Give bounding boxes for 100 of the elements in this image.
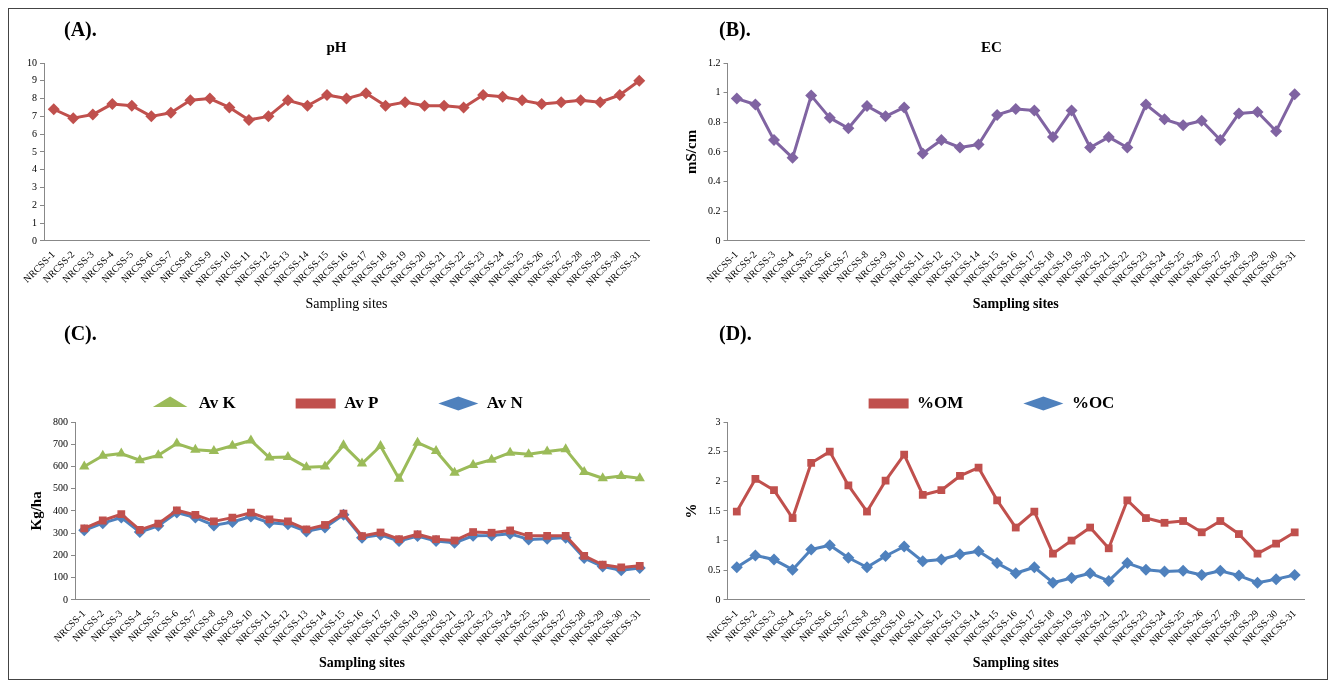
point [898,101,911,114]
point [172,506,181,515]
point [749,98,762,111]
text: (D). [719,322,752,346]
point [1290,528,1299,537]
y-tick-label: 7 [32,109,37,121]
text: (A). [64,18,97,42]
point [1235,530,1243,538]
point [1216,517,1225,525]
point [1011,523,1020,532]
point [469,528,477,536]
point [262,110,275,123]
y-tick-label: 0.5 [708,563,721,575]
y-tick-label: 1 [32,216,37,228]
point [523,448,534,458]
point [751,475,760,483]
point [555,96,568,109]
point [1251,576,1264,589]
point [430,444,442,454]
point [375,440,386,450]
point [991,108,1004,121]
point [281,94,294,107]
point [900,450,909,459]
point [1253,549,1262,558]
point [1288,568,1301,581]
y-tick-label: 100 [53,571,68,583]
point [67,112,80,125]
point [1158,113,1171,126]
legend-label: Av N [486,392,524,412]
point [767,553,780,566]
y-tick-label: 6 [32,127,37,139]
point [338,439,349,449]
point [449,466,460,476]
point [916,147,929,160]
point [340,92,353,105]
point [541,445,553,455]
y-tick-label: 9 [32,74,37,86]
point [953,548,966,561]
point [191,511,200,519]
point [956,472,964,480]
point [825,447,834,456]
point [823,539,836,552]
point [171,437,183,447]
point [935,134,948,147]
point [633,74,646,87]
point [227,439,238,449]
point [1104,544,1113,553]
point [1251,105,1264,118]
point [732,507,741,516]
point [1102,574,1115,587]
point [356,457,368,467]
point [918,491,927,499]
point [98,516,107,525]
x-axis-title: Sampling sites [972,655,1060,671]
y-tick-label: 300 [53,526,68,538]
point [1065,104,1078,117]
point [438,99,451,112]
point [506,526,515,535]
point [418,99,431,112]
point [598,560,607,569]
point [457,101,470,114]
point [321,521,329,529]
point [1195,114,1208,127]
y-tick-label: 4 [32,163,37,175]
point [767,134,780,147]
point [842,551,855,564]
text: (B). [719,18,751,42]
point [203,92,216,105]
legend-label: Av K [198,392,237,412]
point [1158,565,1171,578]
point [1049,549,1057,558]
x-axis-title: Sampling sites [305,296,388,312]
legend-label: %OM [917,392,964,412]
chart-title: EC [981,38,1002,55]
point [730,561,743,574]
point [786,151,799,164]
point [247,508,255,517]
point [613,89,626,102]
point [1102,131,1115,144]
y-tick-label: 5 [32,145,37,157]
y-tick-label: 0.8 [708,115,721,127]
point [879,110,892,123]
point [881,476,890,485]
point [319,460,331,470]
point [47,103,60,116]
point [823,111,836,124]
y-tick-label: 0 [715,234,721,246]
point [786,563,799,576]
point [935,553,948,566]
point [993,496,1002,505]
point [1009,102,1022,115]
point [974,463,983,472]
x-axis-title: Sampling sites [319,655,406,671]
point [788,514,797,522]
y-axis-title: mS/cm [682,129,699,175]
point [1160,518,1169,527]
point [97,449,108,459]
point [106,97,119,110]
y-tick-label: 400 [53,504,68,516]
point [770,486,778,495]
